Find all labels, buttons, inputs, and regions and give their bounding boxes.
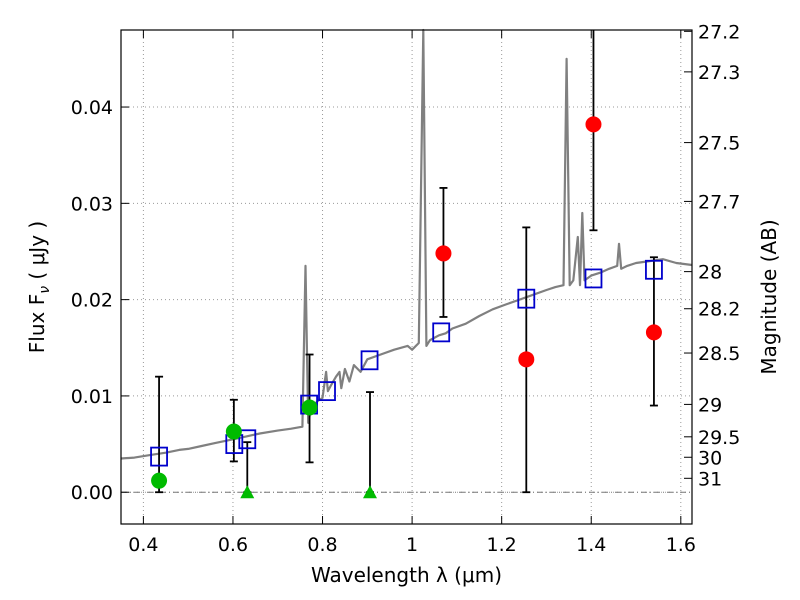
right-tick-label: 29 [698,394,722,416]
right-tick-label: 27.3 [698,62,740,84]
green-data-point [225,423,242,440]
right-tick-label: 27.2 [698,21,740,43]
red-data-point [645,324,662,341]
y-tick-label: 0.00 [71,482,113,504]
x-tick-label: 0.8 [307,534,337,556]
model-square [150,446,168,467]
model-square [584,268,603,289]
red-data-point [518,351,535,368]
right-tick-label: 30 [698,447,722,469]
green-data-point [151,472,168,489]
right-tick-label: 27.7 [698,191,740,213]
x-tick-label: 1.6 [666,534,696,556]
right-tick-label: 28.5 [698,343,740,365]
red-data-point [585,116,602,133]
data-markers [150,116,663,499]
x-tick-label: 1.2 [487,534,517,556]
red-data-point [435,245,452,262]
model-square [360,350,379,371]
x-tick-label: 1 [406,534,418,556]
x-tick-label: 1.4 [576,534,606,556]
right-tick-label: 28 [698,262,722,284]
axis-ticks: 0.4 0.6 0.8 1 1.2 1.4 1.6 0.00 0.01 0.02 0.03 0.04 2… [71,21,741,556]
plot-frame [120,29,693,525]
model-square [517,288,536,309]
y-axis-label-right: Magnitude (AB) [757,219,781,374]
x-axis-label: Wavelength λ (μm) [311,563,502,587]
right-tick-label: 28.2 [698,299,740,321]
right-tick-label: 31 [698,468,722,490]
y-tick-label: 0.02 [71,290,113,312]
spectrum-series [120,28,693,460]
y-tick-label: 0.04 [71,97,113,119]
x-tick-label: 0.4 [128,534,158,556]
x-tick-label: 0.6 [218,534,248,556]
spectrum-line [120,28,693,460]
right-tick-label: 27.5 [698,133,740,155]
right-tick-label: 29.5 [698,427,740,449]
upper-limit-triangle [363,485,378,499]
model-square [238,429,257,450]
model-square [318,381,336,402]
green-data-point [301,399,318,416]
model-square [645,259,663,280]
y-tick-label: 0.03 [71,193,113,215]
upper-limit-triangle [240,485,255,499]
y-tick-label: 0.01 [71,386,113,408]
model-square [432,322,451,343]
